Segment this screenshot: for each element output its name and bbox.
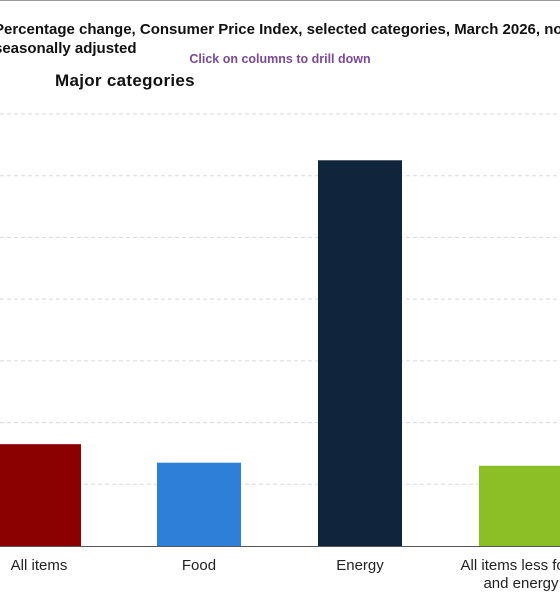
bar-energy[interactable]	[318, 160, 402, 547]
x-tick-label: All items less foodand energy	[461, 557, 560, 592]
drill-down-hint: Click on columns to drill down	[189, 52, 371, 66]
bar-food[interactable]	[157, 462, 241, 546]
top-divider	[0, 0, 560, 1]
bar-all-items-less-food-and-energy[interactable]	[479, 465, 560, 546]
gridlines	[0, 113, 560, 485]
bars	[0, 160, 560, 547]
x-tick-label: Energy	[336, 557, 384, 574]
bar-all-items[interactable]	[0, 444, 81, 546]
category-labels: All items Food Energy All items less foodan…	[11, 557, 560, 592]
x-tick-label: All items	[11, 557, 68, 574]
chart-subtitle: Major categories	[55, 71, 195, 90]
x-tick-label: Food	[182, 557, 216, 574]
chart-title: Percentage change, Consumer Price Index,…	[0, 21, 560, 57]
